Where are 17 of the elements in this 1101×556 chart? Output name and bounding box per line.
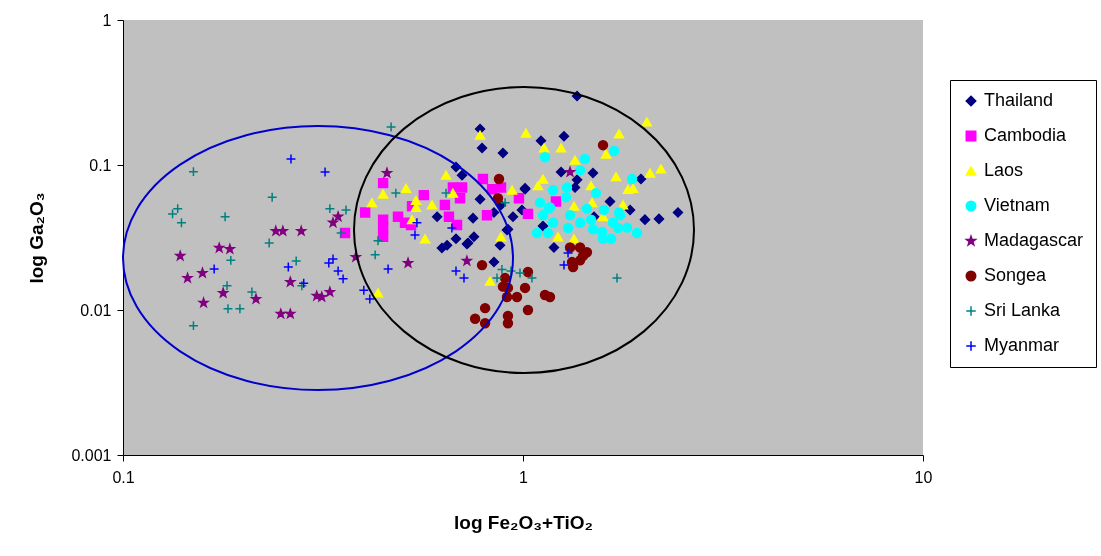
legend-label: Madagascar: [984, 230, 1084, 250]
legend-label: Thailand: [984, 90, 1054, 110]
y-tick-label: 1: [102, 11, 112, 29]
legend-label: Laos: [984, 160, 1024, 180]
y-tick-label: 0.01: [80, 301, 112, 319]
x-tick-label: 10: [914, 468, 933, 486]
legend-label: Sri Lanka: [984, 300, 1062, 320]
x-tick-label: 0.1: [112, 468, 135, 486]
x-tick-label: 1: [519, 468, 529, 486]
y-axis-title: log Ga₂O₃: [26, 192, 48, 284]
y-tick-label: 0.001: [71, 446, 112, 464]
y-tick-label: 0.1: [89, 156, 112, 174]
legend-label: Cambodia: [984, 125, 1068, 145]
legend-label: Songea: [984, 265, 1048, 285]
legend-label: Vietnam: [984, 195, 1050, 215]
legend-label: Myanmar: [984, 335, 1060, 355]
x-axis-title: log Fe₂O₃+TiO₂: [454, 511, 593, 533]
